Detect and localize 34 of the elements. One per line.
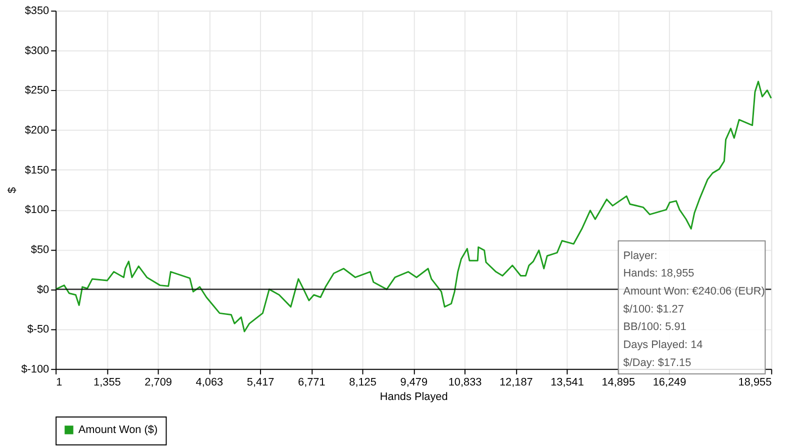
x-tick-label: 14,895 [602,376,636,388]
annotation: $/100: $1.27 [623,303,684,316]
x-tick-label: 5,417 [246,376,274,388]
y-axis-title: $ [6,187,18,194]
y-tick-label: $150 [24,164,50,176]
x-tick-label: 8,125 [349,376,376,388]
annotation: Days Played: 14 [623,339,703,352]
x-tick-label: 18,955 [738,376,772,388]
legend-label: Amount Won ($) [78,424,158,436]
x-tick-label: 12,187 [499,376,533,388]
annotation: $/Day: $17.15 [623,356,692,369]
x-tick-label: 2,709 [144,376,172,388]
y-tick-label: $-100 [21,363,50,376]
x-tick-label: 6,771 [298,376,326,388]
annotation: Amount Won: €240.06 (EUR) [623,285,765,298]
y-tick-label: $50 [30,244,50,256]
x-tick-label: 1 [56,376,62,388]
annotation: Player: [623,250,658,262]
x-tick-label: 16,249 [652,376,686,388]
y-tick-label: $100 [24,204,50,216]
y-tick-label: $300 [24,44,50,57]
x-tick-label: 13,541 [550,376,584,388]
x-axis-title: Hands Played [380,391,448,404]
x-tick-label: 1,355 [94,376,121,388]
x-tick-label: 10,833 [448,376,482,388]
annotation: BB/100: 5.91 [623,321,686,334]
x-tick-label: 4,063 [196,376,224,388]
y-tick-label: $350 [24,5,50,18]
x-tick-label: 9,479 [400,376,428,388]
annotation: Hands: 18,955 [623,268,694,280]
y-tick-label: $200 [24,124,50,137]
y-tick-label: $-50 [27,324,50,336]
y-tick-label: $250 [24,84,50,97]
y-tick-label: $0 [36,284,50,296]
